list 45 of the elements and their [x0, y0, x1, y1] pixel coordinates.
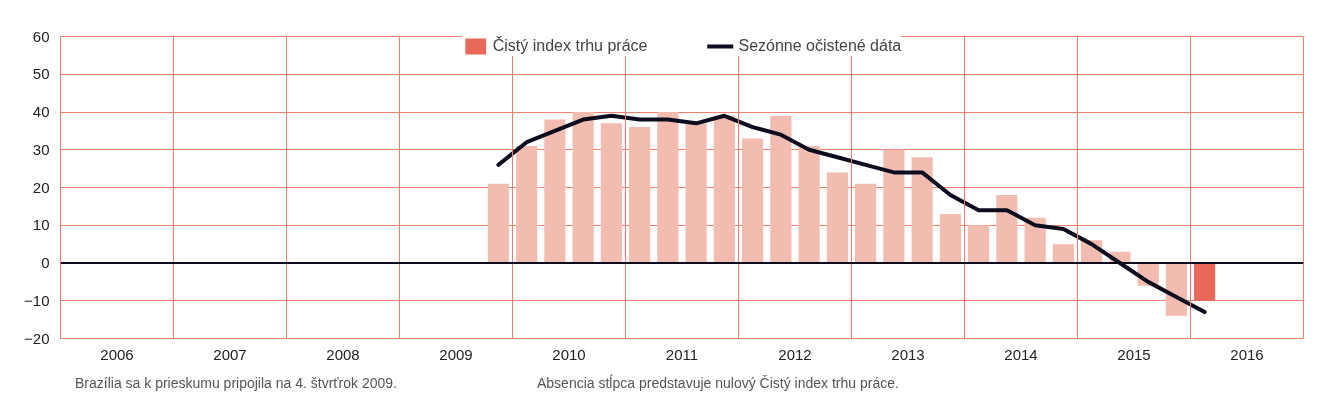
y-tick-label: 40	[32, 103, 50, 120]
x-tick-label: 2016	[1230, 345, 1264, 363]
bar	[826, 172, 848, 263]
text: Brazília sa k prieskumu pripojila na 4. štvrťrok 2009.	[75, 374, 397, 393]
bar	[883, 149, 905, 263]
legend-label: Čistý index trhu práce	[492, 37, 648, 55]
x-tick-label: 2013	[891, 345, 925, 363]
bar	[770, 115, 792, 263]
x-tick-label: 2014	[1004, 345, 1038, 363]
x-tick-label: 2015	[1117, 345, 1151, 363]
text: Absencia stĺpca predstavuje nulový Čistý index trhu práce.	[537, 373, 899, 393]
x-tick-label: 2011	[665, 345, 699, 363]
bar	[1052, 244, 1074, 263]
x-tick-label: 2010	[552, 345, 586, 363]
bar	[968, 225, 990, 263]
bar	[1194, 263, 1216, 301]
x-tick-label: 2009	[439, 345, 473, 363]
bar	[657, 112, 679, 263]
bar	[487, 183, 509, 263]
x-tick-label: 2006	[100, 345, 134, 363]
legend-label: Sezónne očistené dáta	[738, 37, 902, 55]
y-tick-label: 0	[41, 254, 50, 271]
y-tick-label: 10	[32, 216, 50, 234]
bar	[516, 145, 538, 263]
bar	[544, 119, 566, 263]
bar	[855, 183, 877, 263]
y-tick-label: 50	[32, 65, 50, 83]
y-tick-label: −10	[24, 291, 50, 309]
y-tick-label: 20	[32, 178, 50, 196]
bar	[629, 127, 651, 263]
bar	[996, 195, 1018, 263]
x-tick-label: 2008	[326, 345, 360, 363]
bar	[742, 138, 764, 263]
bar	[713, 115, 735, 263]
bar	[939, 213, 961, 263]
bar	[798, 145, 820, 263]
bar	[600, 123, 622, 263]
x-tick-label: 2012	[778, 345, 812, 363]
bar	[685, 123, 707, 263]
bar	[911, 157, 933, 263]
y-tick-label: −20	[24, 329, 50, 347]
y-tick-label: 60	[32, 27, 50, 45]
y-tick-label: 30	[32, 140, 50, 158]
x-tick-label: 2007	[213, 345, 247, 363]
bar	[572, 112, 594, 263]
